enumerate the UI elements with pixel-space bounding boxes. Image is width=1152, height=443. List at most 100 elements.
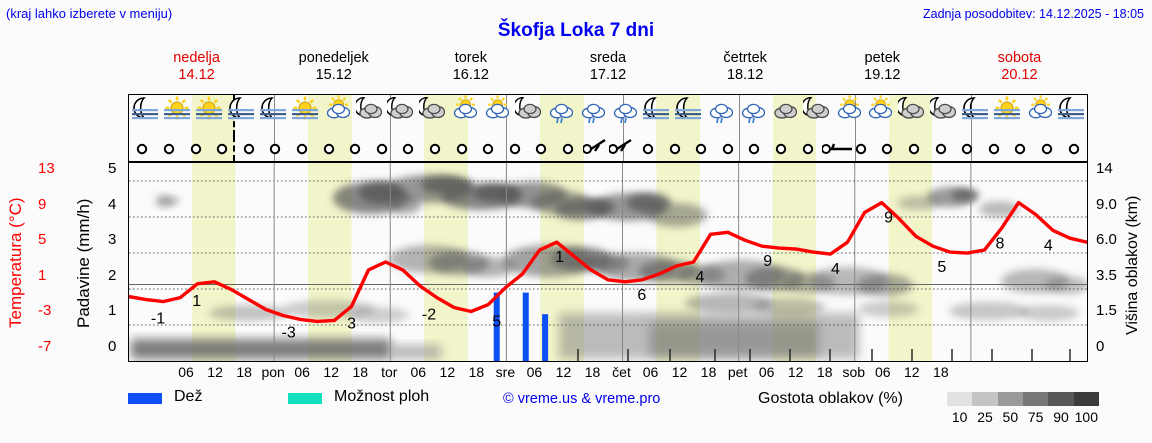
cloud-density-blob xyxy=(647,203,707,227)
time-tick-7: tor xyxy=(381,364,398,380)
time-tick-3: pon xyxy=(261,364,285,380)
day-header-5: četrtek 18.12 xyxy=(677,50,814,92)
wind-calm-icon xyxy=(902,136,926,160)
cloud-height-axis-title: Višina oblakov (km) xyxy=(1124,195,1141,336)
precipitation-tick-3: 2 xyxy=(108,266,117,284)
cloud-density-tick-3: 75 xyxy=(1027,409,1044,425)
temperature-value-label: -1 xyxy=(151,311,165,328)
time-tick-6: 18 xyxy=(352,364,369,380)
wind-calm-icon xyxy=(450,136,474,160)
precipitation-axis-title: Padavine (mm/h) xyxy=(74,198,93,328)
day-header-3: torek 16.12 xyxy=(402,50,539,92)
time-tick-25: 12 xyxy=(904,364,920,380)
temperature-tick-1: 9 xyxy=(38,195,47,213)
day-header-1: nedelja 14.12 xyxy=(128,50,265,92)
weather-icon-moon-fog xyxy=(962,95,989,136)
wind-calm-icon xyxy=(796,136,820,160)
precip-trace-tick xyxy=(951,349,953,361)
copyright-link[interactable]: © vreme.us & vreme.pro xyxy=(503,391,661,407)
time-tick-5: 12 xyxy=(323,364,339,380)
cloud-density-blob xyxy=(949,302,1029,320)
cloud-density-tick-1: 25 xyxy=(977,409,993,425)
time-tick-22: 18 xyxy=(816,364,833,380)
wind-calm-icon xyxy=(370,136,394,160)
cloud-density-tick-0: 10 xyxy=(951,409,968,425)
cloud-density-gradient-bar: 10 25 50 75 90 100 xyxy=(946,391,1100,425)
wind-calm-icon xyxy=(929,136,953,160)
temperature-axis-title: Temperatura (°C) xyxy=(6,197,25,329)
day-name: sobota xyxy=(997,50,1042,66)
day-header-7: sobota 20.12 xyxy=(951,50,1088,92)
cloud-height-tick-5: 0 xyxy=(1096,338,1105,355)
cloud-density-blob xyxy=(859,301,919,317)
day-date: 16.12 xyxy=(452,67,489,83)
wind-calm-icon xyxy=(157,136,181,160)
wind-calm-icon xyxy=(742,136,766,160)
precipitation-bar xyxy=(542,314,549,361)
precipitation-tick-0: 5 xyxy=(108,160,117,177)
weather-icon-sun-partly-cloudy xyxy=(451,95,478,136)
precip-trace-tick xyxy=(789,349,791,361)
precip-trace-tick xyxy=(1031,349,1033,361)
wind-calm-icon xyxy=(503,136,527,160)
wind-symbol-strip xyxy=(128,136,1088,162)
wind-barb-icon xyxy=(581,136,607,160)
precip-trace-tick xyxy=(749,349,751,361)
temperature-value-label: 8 xyxy=(995,235,1004,252)
time-tick-23: sob xyxy=(842,364,866,380)
time-tick-1: 12 xyxy=(207,364,223,380)
time-tick-4: 06 xyxy=(294,364,310,380)
precip-trace-tick xyxy=(714,349,716,361)
time-tick-11: sre xyxy=(495,364,516,380)
time-tick-13: 12 xyxy=(555,364,572,380)
weather-icon-sun-fog xyxy=(291,95,319,136)
cloud-density-tick-2: 50 xyxy=(1002,409,1019,425)
wind-calm-icon xyxy=(1035,136,1059,160)
precip-trace-tick xyxy=(991,349,993,361)
day-name: sreda xyxy=(589,50,627,66)
time-tick-18: 18 xyxy=(700,364,717,380)
weather-icon-moon-cloudy xyxy=(896,95,925,136)
cloud-density-segment-10 xyxy=(947,392,973,406)
weather-icon-moon-fog xyxy=(642,95,670,136)
precip-trace-tick xyxy=(1069,349,1071,361)
rain-legend-label: Dež xyxy=(174,388,203,405)
wind-calm-icon xyxy=(663,136,687,160)
temperature-tick-0: 13 xyxy=(38,160,55,177)
cloud-density-segment-100 xyxy=(1073,392,1099,406)
weather-icon-sun-fog xyxy=(994,95,1021,136)
day-header-row: nedelja 14.12 ponedeljek 15.12 torek 16.12 sre… xyxy=(128,50,1088,92)
precipitation-tick-1: 4 xyxy=(108,195,117,213)
wind-barb-icon xyxy=(821,136,853,160)
temperature-tick-5: -7 xyxy=(38,338,52,355)
ground-fog-band xyxy=(391,345,441,359)
precip-trace-tick xyxy=(669,349,671,361)
cloud-height-tick-4: 1.5 xyxy=(1096,302,1117,320)
cloud-height-tick-3: 3.5 xyxy=(1096,266,1117,284)
weather-icon-moon-fog xyxy=(1058,95,1085,136)
cloud-density-segment-90 xyxy=(1048,392,1074,406)
temperature-value-label: 3 xyxy=(347,316,356,333)
precipitation-bar xyxy=(522,292,529,361)
wind-calm-icon xyxy=(716,136,740,160)
wind-calm-icon xyxy=(529,136,553,160)
wind-calm-icon xyxy=(423,136,447,160)
time-tick-12: 06 xyxy=(526,364,543,380)
time-tick-26: 18 xyxy=(933,364,949,380)
day-date: 17.12 xyxy=(589,67,627,83)
cloud-density-blob xyxy=(951,189,979,201)
wind-calm-icon xyxy=(955,136,979,160)
wind-calm-icon xyxy=(1062,136,1086,160)
weather-icon-cloud-rain xyxy=(547,95,574,136)
cloud-height-tick-0: 14 xyxy=(1096,160,1113,177)
time-tick-2: 18 xyxy=(236,364,252,380)
day-separator xyxy=(390,95,392,136)
cloud-density-blob xyxy=(979,201,1019,217)
day-separator xyxy=(390,136,392,161)
day-header-2: ponedeljek 15.12 xyxy=(265,50,402,92)
cloud-density-blob xyxy=(349,307,409,323)
time-tick-10: 18 xyxy=(468,364,485,380)
wind-calm-icon xyxy=(210,136,234,160)
page-title: Škofja Loka 7 dni xyxy=(497,20,655,41)
time-tick-16: 06 xyxy=(642,364,659,380)
